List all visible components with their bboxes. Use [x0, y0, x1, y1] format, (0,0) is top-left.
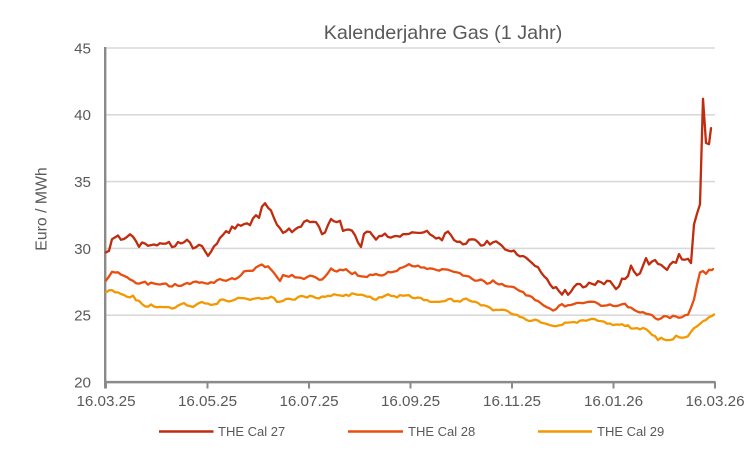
svg-text:16.07.25: 16.07.25 [279, 393, 338, 410]
svg-text:25: 25 [74, 308, 91, 325]
svg-text:35: 35 [74, 174, 91, 191]
svg-text:Kalenderjahre Gas (1 Jahr): Kalenderjahre Gas (1 Jahr) [324, 22, 563, 44]
svg-text:16.05.25: 16.05.25 [178, 393, 237, 410]
svg-text:16.01.26: 16.01.26 [584, 393, 643, 410]
svg-text:Euro / MWh: Euro / MWh [34, 167, 51, 250]
svg-text:16.11.25: 16.11.25 [483, 393, 541, 410]
svg-text:THE Cal 27: THE Cal 27 [218, 424, 285, 439]
svg-text:16.03.25: 16.03.25 [76, 393, 135, 410]
svg-text:THE Cal 28: THE Cal 28 [408, 424, 475, 439]
svg-text:45: 45 [74, 40, 91, 57]
svg-text:THE Cal 29: THE Cal 29 [597, 424, 664, 439]
svg-text:16.03.26: 16.03.26 [685, 393, 744, 410]
svg-text:20: 20 [74, 374, 91, 391]
svg-text:30: 30 [74, 241, 91, 258]
svg-text:16.09.25: 16.09.25 [381, 393, 440, 410]
svg-text:40: 40 [74, 107, 91, 124]
